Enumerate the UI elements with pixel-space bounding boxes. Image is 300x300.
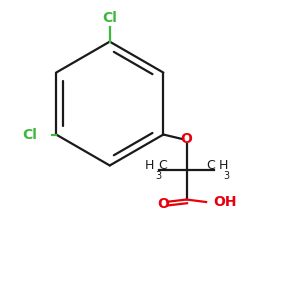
- Text: OH: OH: [213, 195, 236, 209]
- Text: C: C: [207, 159, 215, 172]
- Text: Cl: Cl: [23, 128, 38, 142]
- Text: 3: 3: [223, 171, 229, 182]
- Text: H: H: [219, 159, 229, 172]
- Text: H: H: [145, 159, 154, 172]
- Text: O: O: [158, 197, 169, 211]
- Text: 3: 3: [155, 171, 161, 182]
- Text: O: O: [181, 132, 193, 146]
- Text: C: C: [158, 159, 167, 172]
- Text: Cl: Cl: [102, 11, 117, 25]
